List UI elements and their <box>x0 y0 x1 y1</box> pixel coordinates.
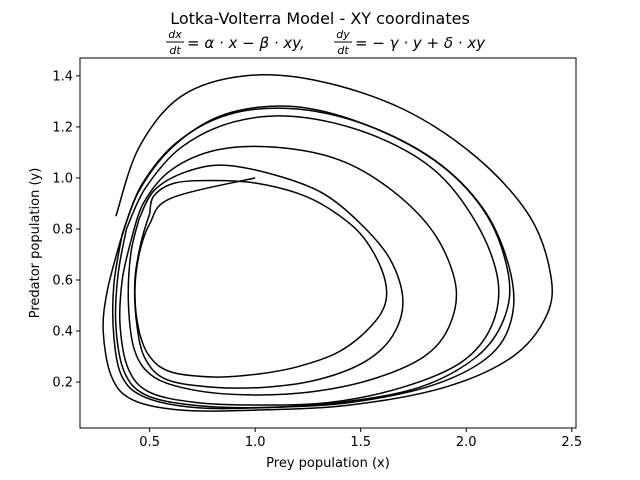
trajectory-segment-2 <box>133 164 404 389</box>
y-tick-label: 1.4 <box>52 69 73 84</box>
y-tick-label: 0.4 <box>52 325 73 340</box>
trajectory-segment-4 <box>118 115 500 406</box>
x-tick-label: 0.5 <box>139 435 160 450</box>
trajectory-segment-7 <box>102 74 554 412</box>
x-tick-label: 2.5 <box>561 435 582 450</box>
x-tick-label: 2.0 <box>456 435 477 450</box>
x-tick-label: 1.5 <box>350 435 371 450</box>
eq2-denominator: dt <box>337 44 349 57</box>
trajectory-segment-5 <box>114 107 511 409</box>
chart-title: Lotka-Volterra Model - XY coordinates <box>170 9 470 28</box>
y-tick-label: 0.8 <box>52 222 73 237</box>
trajectory-segment-3 <box>127 145 458 396</box>
x-axis-label: Prey population (x) <box>266 456 390 471</box>
y-tick-label: 0.6 <box>52 274 73 289</box>
y-axis-ticks: 0.2 0.4 0.6 0.8 1.0 1.2 1.4 <box>52 69 80 391</box>
x-axis-ticks: 0.5 1.0 1.5 2.0 2.5 <box>139 428 582 450</box>
y-tick-label: 1.0 <box>52 171 73 186</box>
plot-lines <box>102 74 554 412</box>
eq1-numerator: dx <box>168 28 182 41</box>
eq1-denominator: dt <box>169 44 181 57</box>
eq1-rhs: = α · x − β · xy, <box>187 34 305 52</box>
eq2-rhs: = − γ · y + δ · xy <box>355 34 486 52</box>
trajectory-segment-6 <box>112 105 515 410</box>
plot-frame <box>79 57 577 429</box>
y-axis-label: Predator population (y) <box>28 168 43 319</box>
chart-subtitle: dx dt = α · x − β · xy, dy dt = − γ · y … <box>166 28 486 57</box>
trajectory-segment-1 <box>134 177 388 378</box>
eq2-numerator: dy <box>336 28 350 41</box>
y-tick-label: 0.2 <box>52 376 73 391</box>
y-tick-label: 1.2 <box>52 120 73 135</box>
x-tick-label: 1.0 <box>245 435 266 450</box>
